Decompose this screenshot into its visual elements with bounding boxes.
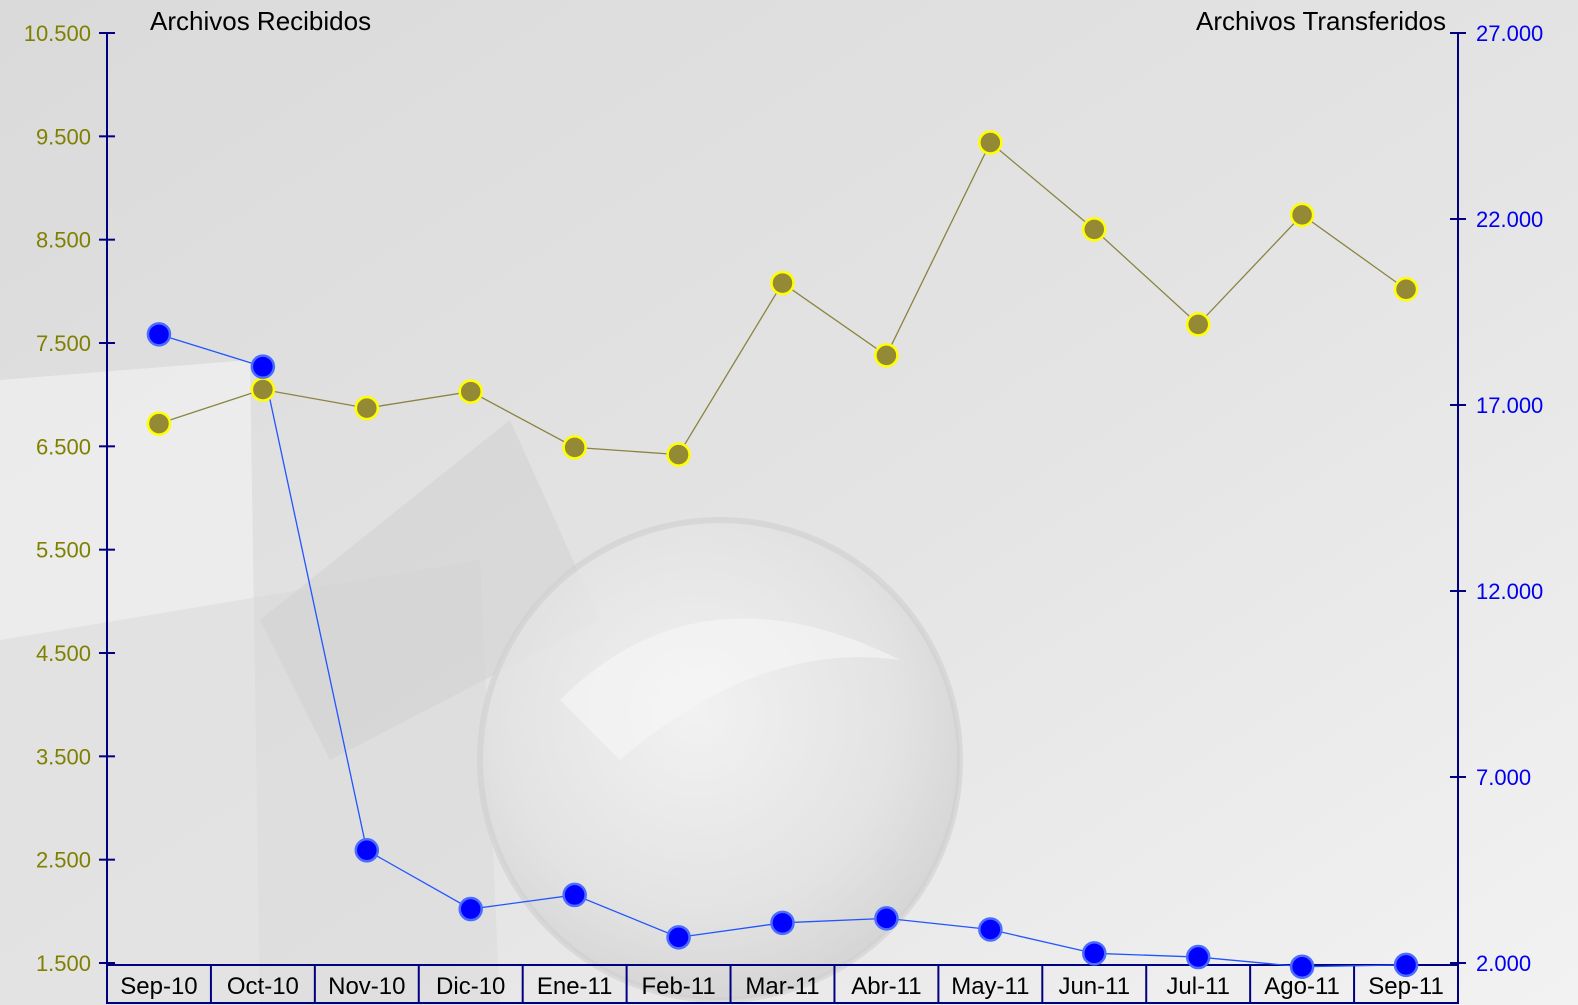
- x-tick-label: Abr-11: [851, 973, 921, 1000]
- data-point-transferidos: [978, 917, 1003, 942]
- right-tick-label: 17.000: [1476, 393, 1543, 418]
- left-tick-label: 4.500: [36, 641, 91, 666]
- x-tick-label: Jul-11: [1166, 973, 1230, 1000]
- left-tick-label: 1.500: [36, 951, 91, 976]
- right-axis-title: Archivos Transferidos: [1196, 6, 1446, 36]
- x-tick-label: Sep-11: [1368, 973, 1444, 1000]
- left-tick-label: 5.500: [36, 538, 91, 563]
- data-point-transferidos: [1393, 952, 1419, 978]
- data-point-recibidos: [978, 130, 1003, 155]
- left-tick-label: 2.500: [36, 848, 91, 873]
- data-point-recibidos: [770, 270, 795, 296]
- data-point-transferidos: [458, 896, 483, 922]
- right-tick-label: 22.000: [1476, 207, 1543, 232]
- data-point-transferidos: [770, 910, 795, 936]
- left-axis-title: Archivos Recibidos: [150, 6, 371, 36]
- x-tick-label: Ago-11: [1264, 973, 1340, 1000]
- data-point-recibidos: [874, 343, 899, 368]
- right-tick-label: 2.000: [1476, 951, 1531, 976]
- x-tick-label: Oct-10: [227, 973, 299, 1000]
- left-tick-label: 10.500: [24, 21, 91, 46]
- left-tick-label: 9.500: [36, 124, 91, 149]
- data-point-recibidos: [1185, 312, 1211, 337]
- data-point-transferidos: [562, 882, 587, 908]
- labels-layer: 1.500 2.500 3.500 4.500 5.500 6.500 7.500 8.500…: [24, 6, 1544, 1000]
- right-tick-label: 7.000: [1476, 765, 1531, 790]
- category-axis-box: [106, 964, 1459, 1004]
- data-point-transferidos: [354, 838, 380, 863]
- data-point-recibidos: [666, 442, 691, 467]
- data-point-transferidos: [146, 322, 172, 347]
- data-point-recibidos: [1289, 202, 1315, 228]
- x-tick-label: Nov-10: [328, 973, 405, 1000]
- data-point-transferidos: [874, 906, 899, 931]
- data-point-recibidos: [146, 411, 172, 436]
- data-point-recibidos: [1082, 217, 1107, 242]
- data-point-transferidos: [1185, 944, 1211, 970]
- left-tick-label: 8.500: [36, 228, 91, 253]
- x-tick-label: May-11: [951, 973, 1029, 1000]
- data-point-recibidos: [354, 395, 380, 421]
- x-tick-label: Feb-11: [641, 973, 715, 1000]
- data-point-transferidos: [250, 354, 276, 379]
- x-tick-label: Jun-11: [1058, 973, 1130, 1000]
- x-tick-label: Mar-11: [745, 973, 819, 1000]
- data-point-transferidos: [1289, 954, 1315, 979]
- x-tick-label: Dic-10: [436, 973, 505, 1000]
- data-point-transferidos: [666, 925, 691, 950]
- data-point-recibidos: [250, 377, 276, 402]
- series-layer: [146, 130, 1419, 979]
- x-tick-label: Sep-10: [120, 973, 197, 1000]
- left-tick-label: 6.500: [36, 434, 91, 459]
- data-point-recibidos: [458, 379, 483, 404]
- right-tick-label: 27.000: [1476, 21, 1543, 46]
- data-point-recibidos: [562, 435, 587, 460]
- axes: [99, 32, 1466, 1004]
- right-tick-label: 12.000: [1476, 579, 1543, 604]
- left-tick-label: 3.500: [36, 744, 91, 769]
- data-point-transferidos: [1082, 941, 1107, 966]
- x-tick-label: Ene-11: [537, 973, 613, 1000]
- left-tick-label: 7.500: [36, 331, 91, 356]
- data-point-recibidos: [1393, 277, 1419, 302]
